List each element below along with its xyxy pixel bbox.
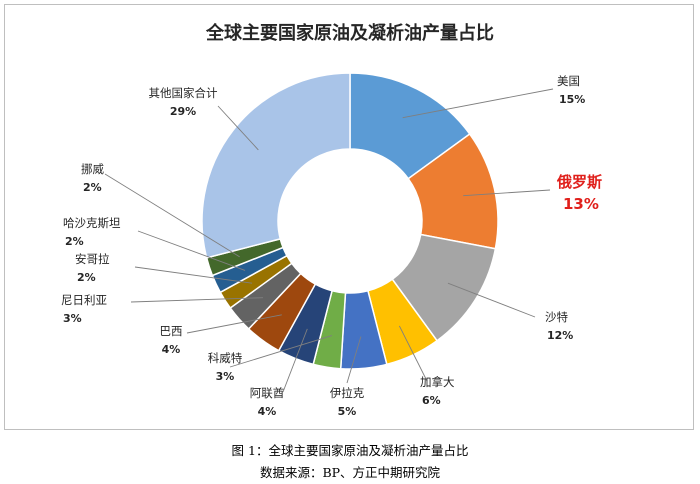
- slice-label-name-8: 尼日利亚: [61, 293, 107, 307]
- slice-label-name-12: 其他国家合计: [149, 86, 218, 100]
- slice-label-value-4: 5%: [338, 405, 357, 418]
- slice-label-value-11: 2%: [83, 181, 102, 194]
- chart-frame: 全球主要国家原油及凝析油产量占比 美国 15% 俄罗斯 13% 沙特 12% 加拿大 6% 伊拉…: [4, 4, 694, 430]
- slice-label-value-3: 6%: [422, 394, 441, 407]
- slice-label-name-5: 科威特: [208, 351, 243, 365]
- labels-group: 美国 15% 俄罗斯 13% 沙特 12% 加拿大 6% 伊拉克 5% 科威特 3% 阿联酋 4% 巴西 4%…: [61, 74, 602, 418]
- leader-line-7: [186, 314, 282, 334]
- slice-label-name-6: 阿联酋: [250, 386, 285, 400]
- slice-label-value-0: 15%: [559, 93, 585, 106]
- leader-line-2: [447, 282, 536, 318]
- slice-label-name-2: 沙特: [545, 310, 568, 324]
- leader-line-8: [130, 297, 264, 303]
- slice-label-name-10: 哈沙克斯坦: [63, 216, 121, 230]
- slice-label-value-8: 3%: [63, 312, 82, 325]
- leader-line-0: [402, 88, 554, 119]
- donut-chart: 全球主要国家原油及凝析油产量占比 美国 15% 俄罗斯 13% 沙特 12% 加拿大 6% 伊拉…: [61, 22, 602, 418]
- slice-label-value-6: 4%: [258, 405, 277, 418]
- caption-figure-title: 图 1：全球主要国家原油及凝析油产量占比: [231, 443, 469, 458]
- slice-label-value-12: 29%: [170, 105, 196, 118]
- slice-label-value-9: 2%: [77, 271, 96, 284]
- leader-line-10: [137, 230, 246, 271]
- slice-label-name-7: 巴西: [160, 324, 183, 338]
- slice-label-name-9: 安哥拉: [75, 252, 110, 266]
- leader-line-12: [217, 105, 259, 151]
- leader-line-6: [282, 328, 308, 393]
- slice-label-value-10: 2%: [65, 235, 84, 248]
- chart-title: 全球主要国家原油及凝析油产量占比: [205, 22, 494, 44]
- slice-label-name-3: 加拿大: [420, 375, 455, 389]
- slices-group: [201, 72, 499, 370]
- leader-line-11: [104, 173, 240, 258]
- slice-label-name-1: 俄罗斯: [556, 173, 602, 191]
- caption-source: 数据来源：BP、方正中期研究院: [259, 465, 441, 480]
- slice-label-name-0: 美国: [557, 74, 580, 88]
- slice-label-name-11: 挪威: [81, 162, 104, 176]
- slice-label-value-5: 3%: [216, 370, 235, 383]
- slice-label-value-1: 13%: [563, 195, 599, 213]
- slice-label-name-4: 伊拉克: [330, 386, 365, 400]
- slice-12: [201, 72, 351, 259]
- leader-line-1: [463, 189, 551, 197]
- leader-line-3: [398, 325, 428, 382]
- leader-line-9: [134, 266, 253, 284]
- leader-line-4: [346, 336, 362, 384]
- slice-label-value-7: 4%: [162, 343, 181, 356]
- slice-label-value-2: 12%: [547, 329, 573, 342]
- leader-line-5: [229, 335, 332, 368]
- figure-caption: 图 1：全球主要国家原油及凝析油产量占比 数据来源：BP、方正中期研究院: [0, 440, 700, 484]
- leader-lines-group: [104, 88, 554, 393]
